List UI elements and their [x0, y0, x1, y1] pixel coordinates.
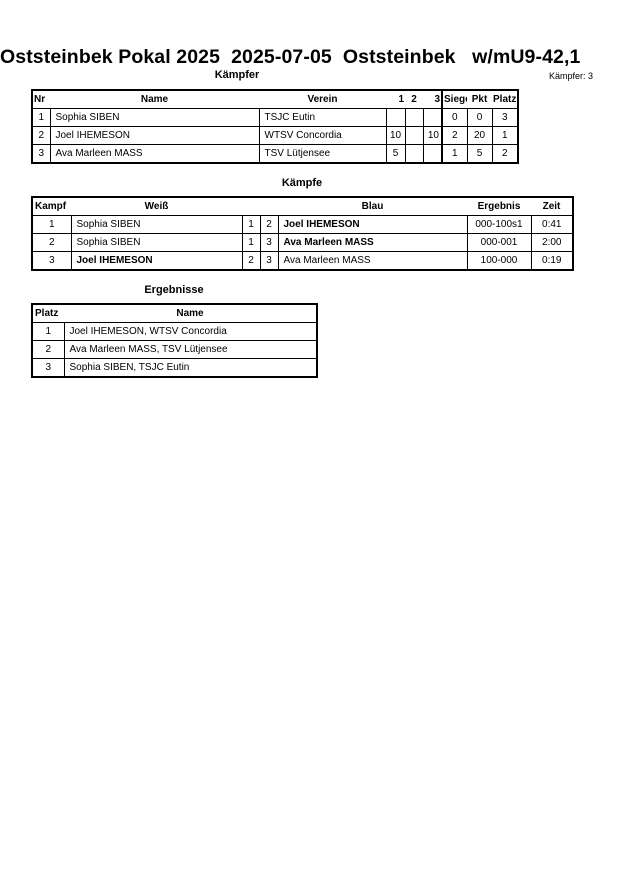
- cell-3: [422, 144, 443, 164]
- col-siege: Siege: [441, 90, 467, 109]
- table-row: 2 Ava Marleen MASS, TSV Lütjensee: [31, 340, 318, 359]
- cell-white-nr: 1: [241, 215, 261, 234]
- fights-table: Kampf Weiß Blau Ergebnis Zeit 1 Sophia SI…: [31, 196, 574, 271]
- cell-blue-fighter: Ava Marleen MASS: [277, 251, 468, 271]
- cell-platz: 3: [491, 108, 519, 127]
- fighters-heading: Kämpfer: [214, 69, 260, 81]
- cell-white-nr: 2: [241, 251, 261, 271]
- col-verein: Verein: [259, 90, 386, 109]
- cell-platz: 1: [31, 322, 65, 341]
- fighters-count: Kämpfer: 3: [549, 71, 594, 81]
- cell-pkt: 0: [466, 108, 493, 127]
- cell-kampf: 3: [31, 251, 72, 271]
- page-title: Oststeinbek Pokal 2025 2025-07-05 Ostste…: [0, 46, 581, 68]
- cell-result: 100-000: [466, 251, 532, 271]
- cell-3: [422, 108, 443, 127]
- cell-pkt: 20: [466, 126, 493, 145]
- cell-blue-nr: 2: [259, 215, 279, 234]
- table-header: Platz Name: [32, 304, 317, 323]
- col-platz: Platz: [32, 304, 64, 323]
- col-blau: Blau: [278, 197, 467, 216]
- cell-nr: 3: [31, 144, 51, 164]
- cell-verein: TSJC Eutin: [258, 108, 387, 127]
- cell-siege: 2: [441, 126, 468, 145]
- cell-blue-fighter: Ava Marleen MASS: [277, 233, 468, 252]
- cell-white-nr: 1: [241, 233, 261, 252]
- cell-platz: 1: [491, 126, 519, 145]
- table-row: 3 Ava Marleen MASS TSV Lütjensee 5 1 5 2: [31, 144, 519, 164]
- cell-verein: TSV Lütjensee: [258, 144, 387, 164]
- cell-blue-nr: 3: [259, 233, 279, 252]
- cell-name: Sophia SIBEN, TSJC Eutin: [63, 358, 318, 378]
- cell-pkt: 5: [466, 144, 493, 164]
- cell-blue-nr: 3: [259, 251, 279, 271]
- cell-white-fighter: Sophia SIBEN: [70, 233, 243, 252]
- cell-siege: 0: [441, 108, 468, 127]
- cell-2: [404, 144, 424, 164]
- table-row: 3 Sophia SIBEN, TSJC Eutin: [31, 358, 318, 378]
- cell-name: Ava Marleen MASS, TSV Lütjensee: [63, 340, 318, 359]
- cell-nr: 1: [31, 108, 51, 127]
- table-header: Kampf Weiß Blau Ergebnis Zeit: [32, 197, 573, 216]
- cell-blue-fighter: Joel IHEMESON: [277, 215, 468, 234]
- cell-2: [404, 108, 424, 127]
- cell-time: 0:19: [530, 251, 574, 271]
- cell-1: [385, 108, 406, 127]
- table-row: 1 Sophia SIBEN TSJC Eutin 0 0 3: [31, 108, 519, 127]
- cell-1: 10: [385, 126, 406, 145]
- cell-name: Joel IHEMESON: [49, 126, 260, 145]
- cell-1: 5: [385, 144, 406, 164]
- cell-time: 2:00: [530, 233, 574, 252]
- table-row: 1 Joel IHEMESON, WTSV Concordia: [31, 322, 318, 341]
- table-row: 2 Joel IHEMESON WTSV Concordia 10 10 2 20 1: [31, 126, 519, 145]
- cell-kampf: 2: [31, 233, 72, 252]
- cell-nr: 2: [31, 126, 51, 145]
- col-1: 1: [386, 90, 405, 109]
- cell-name: Ava Marleen MASS: [49, 144, 260, 164]
- cell-3: 10: [422, 126, 443, 145]
- col-nr: Nr: [32, 90, 50, 109]
- results-table: Platz Name 1 Joel IHEMESON, WTSV Concordi…: [31, 303, 318, 378]
- cell-siege: 1: [441, 144, 468, 164]
- cell-platz: 2: [31, 340, 65, 359]
- col-zeit: Zeit: [531, 197, 573, 216]
- cell-platz: 3: [31, 358, 65, 378]
- cell-verein: WTSV Concordia: [258, 126, 387, 145]
- col-2: 2: [405, 90, 423, 109]
- cell-time: 0:41: [530, 215, 574, 234]
- cell-name: Sophia SIBEN: [49, 108, 260, 127]
- cell-white-fighter: Sophia SIBEN: [70, 215, 243, 234]
- col-platz: Platz: [492, 90, 518, 109]
- table-row: 1 Sophia SIBEN 1 2 Joel IHEMESON 000-100s1 0:4…: [31, 215, 574, 234]
- cell-white-fighter: Joel IHEMESON: [70, 251, 243, 271]
- col-3: 3: [423, 90, 442, 109]
- cell-platz: 2: [491, 144, 519, 164]
- fights-heading: Kämpfe: [281, 177, 323, 189]
- col-kampf: Kampf: [32, 197, 71, 216]
- col-pkt: Pkt: [467, 90, 492, 109]
- cell-result: 000-001: [466, 233, 532, 252]
- table-row: 2 Sophia SIBEN 1 3 Ava Marleen MASS 000-001 2:…: [31, 233, 574, 252]
- cell-2: [404, 126, 424, 145]
- col-name: Name: [64, 304, 317, 323]
- cell-name: Joel IHEMESON, WTSV Concordia: [63, 322, 318, 341]
- table-header: NrNameVerein123SiegePktPlatz: [32, 90, 518, 109]
- cell-kampf: 1: [31, 215, 72, 234]
- cell-result: 000-100s1: [466, 215, 532, 234]
- results-heading: Ergebnisse: [144, 284, 204, 296]
- col-ergebnis: Ergebnis: [467, 197, 531, 216]
- col-weiss: Weiß: [71, 197, 242, 216]
- col-name: Name: [50, 90, 259, 109]
- table-row: 3 Joel IHEMESON 2 3 Ava Marleen MASS 100-000 0…: [31, 251, 574, 271]
